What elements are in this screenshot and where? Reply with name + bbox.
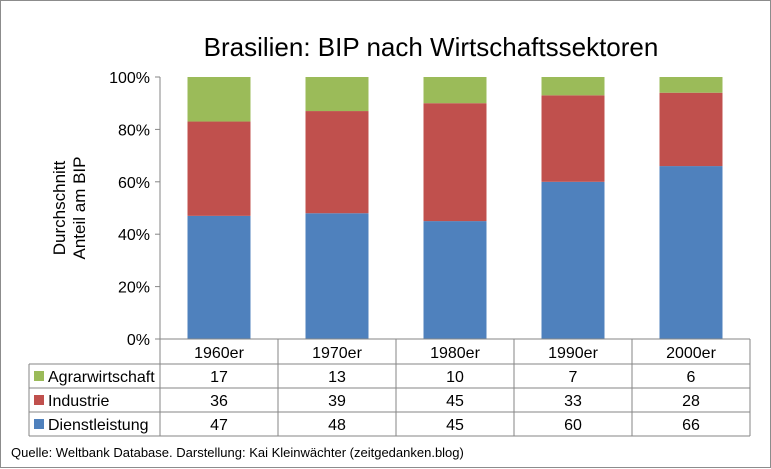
legend-swatch-agrarwirtschaft xyxy=(34,371,44,381)
legend-swatch-industrie xyxy=(34,395,44,405)
legend-label-industrie: Industrie xyxy=(48,393,109,410)
y-tick-label: 40% xyxy=(118,227,150,244)
data-cell: 45 xyxy=(446,393,464,410)
bar-agrarwirtschaft-1960er xyxy=(187,77,251,122)
y-axis-label-line1: Durchschnitt xyxy=(50,160,69,255)
data-cell: 17 xyxy=(210,369,228,386)
data-cell: 47 xyxy=(210,417,228,434)
data-cell: 66 xyxy=(682,417,700,434)
data-cell: 60 xyxy=(564,417,582,434)
data-cell: 45 xyxy=(446,417,464,434)
legend-label-dienstleistung: Dienstleistung xyxy=(48,417,149,434)
y-axis-label-line2: Anteil am BIP xyxy=(70,157,89,260)
data-cell: 13 xyxy=(328,369,346,386)
y-tick-label: 60% xyxy=(118,175,150,192)
y-tick-label: 100% xyxy=(109,70,150,87)
legend-label-agrarwirtschaft: Agrarwirtschaft xyxy=(48,369,155,386)
data-cell: 36 xyxy=(210,393,228,410)
x-category-label: 1990er xyxy=(548,345,598,362)
y-tick-label: 20% xyxy=(118,280,150,297)
data-cell: 33 xyxy=(564,393,582,410)
data-cell: 6 xyxy=(687,369,696,386)
x-category-label: 1960er xyxy=(194,345,244,362)
bar-dienstleistung-1970er xyxy=(305,213,369,339)
bar-agrarwirtschaft-2000er xyxy=(659,77,723,93)
source-note: Quelle: Weltbank Database. Darstellung: … xyxy=(11,445,464,460)
bar-agrarwirtschaft-1970er xyxy=(305,77,369,112)
y-tick-label: 80% xyxy=(118,122,150,139)
bar-agrarwirtschaft-1990er xyxy=(541,77,605,96)
data-cell: 10 xyxy=(446,369,464,386)
data-cell: 28 xyxy=(682,393,700,410)
bar-agrarwirtschaft-1980er xyxy=(423,77,487,104)
y-tick-label: 0% xyxy=(127,332,150,349)
chart-title: Brasilien: BIP nach Wirtschaftssektoren xyxy=(204,32,659,62)
bar-dienstleistung-1980er xyxy=(423,221,487,339)
bar-dienstleistung-2000er xyxy=(659,166,723,339)
x-category-label: 1970er xyxy=(312,345,362,362)
data-cell: 7 xyxy=(569,369,578,386)
x-category-label: 1980er xyxy=(430,345,480,362)
bar-dienstleistung-1960er xyxy=(187,215,251,339)
data-cell: 48 xyxy=(328,417,346,434)
bar-industrie-1970er xyxy=(305,111,369,214)
data-cell: 39 xyxy=(328,393,346,410)
bar-industrie-1980er xyxy=(423,103,487,222)
bar-industrie-2000er xyxy=(659,92,723,167)
legend-swatch-dienstleistung xyxy=(34,419,44,429)
bar-dienstleistung-1990er xyxy=(541,181,605,339)
bar-industrie-1990er xyxy=(541,95,605,182)
x-category-label: 2000er xyxy=(666,345,716,362)
bar-industrie-1960er xyxy=(187,121,251,216)
